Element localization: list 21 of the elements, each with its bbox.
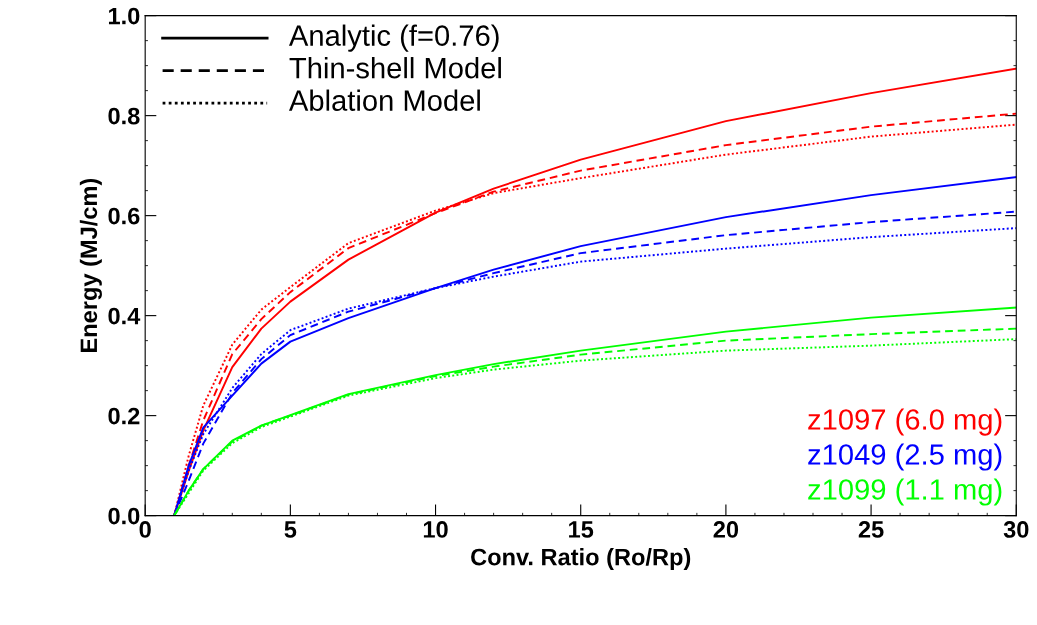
x-tick-label: 20 bbox=[713, 521, 739, 538]
y-tick-label: 0.4 bbox=[108, 307, 141, 325]
y-tick-label: 0.8 bbox=[108, 107, 140, 125]
x-tick-label: 25 bbox=[858, 521, 884, 538]
y-tick-label: 0.2 bbox=[108, 407, 140, 425]
x-axis-title: Conv. Ratio (Ro/Rp) bbox=[471, 548, 691, 571]
annotation: Ablation Model bbox=[288, 89, 480, 111]
y-tick-label: 1.0 bbox=[108, 7, 140, 25]
x-tick-label: 10 bbox=[423, 521, 448, 538]
x-tick-label: 0 bbox=[139, 521, 151, 538]
x-tick-label: 30 bbox=[1003, 521, 1029, 538]
x-tick-label: 5 bbox=[284, 521, 297, 538]
annotation: Analytic (f=0.76) bbox=[288, 24, 499, 52]
x-tick-label: 15 bbox=[569, 521, 594, 538]
text: z1097 (6.0 mg) bbox=[808, 408, 1002, 436]
text: z1049 (2.5 mg) bbox=[808, 443, 1002, 471]
text: z1099 (1.1 mg) bbox=[808, 478, 1002, 506]
y-axis-title: Energy (MJ/cm) bbox=[79, 178, 102, 352]
y-tick-label: 0.0 bbox=[108, 507, 140, 525]
y-tick-label: 0.6 bbox=[108, 207, 140, 225]
annotation: Thin-shell Model bbox=[289, 57, 501, 79]
